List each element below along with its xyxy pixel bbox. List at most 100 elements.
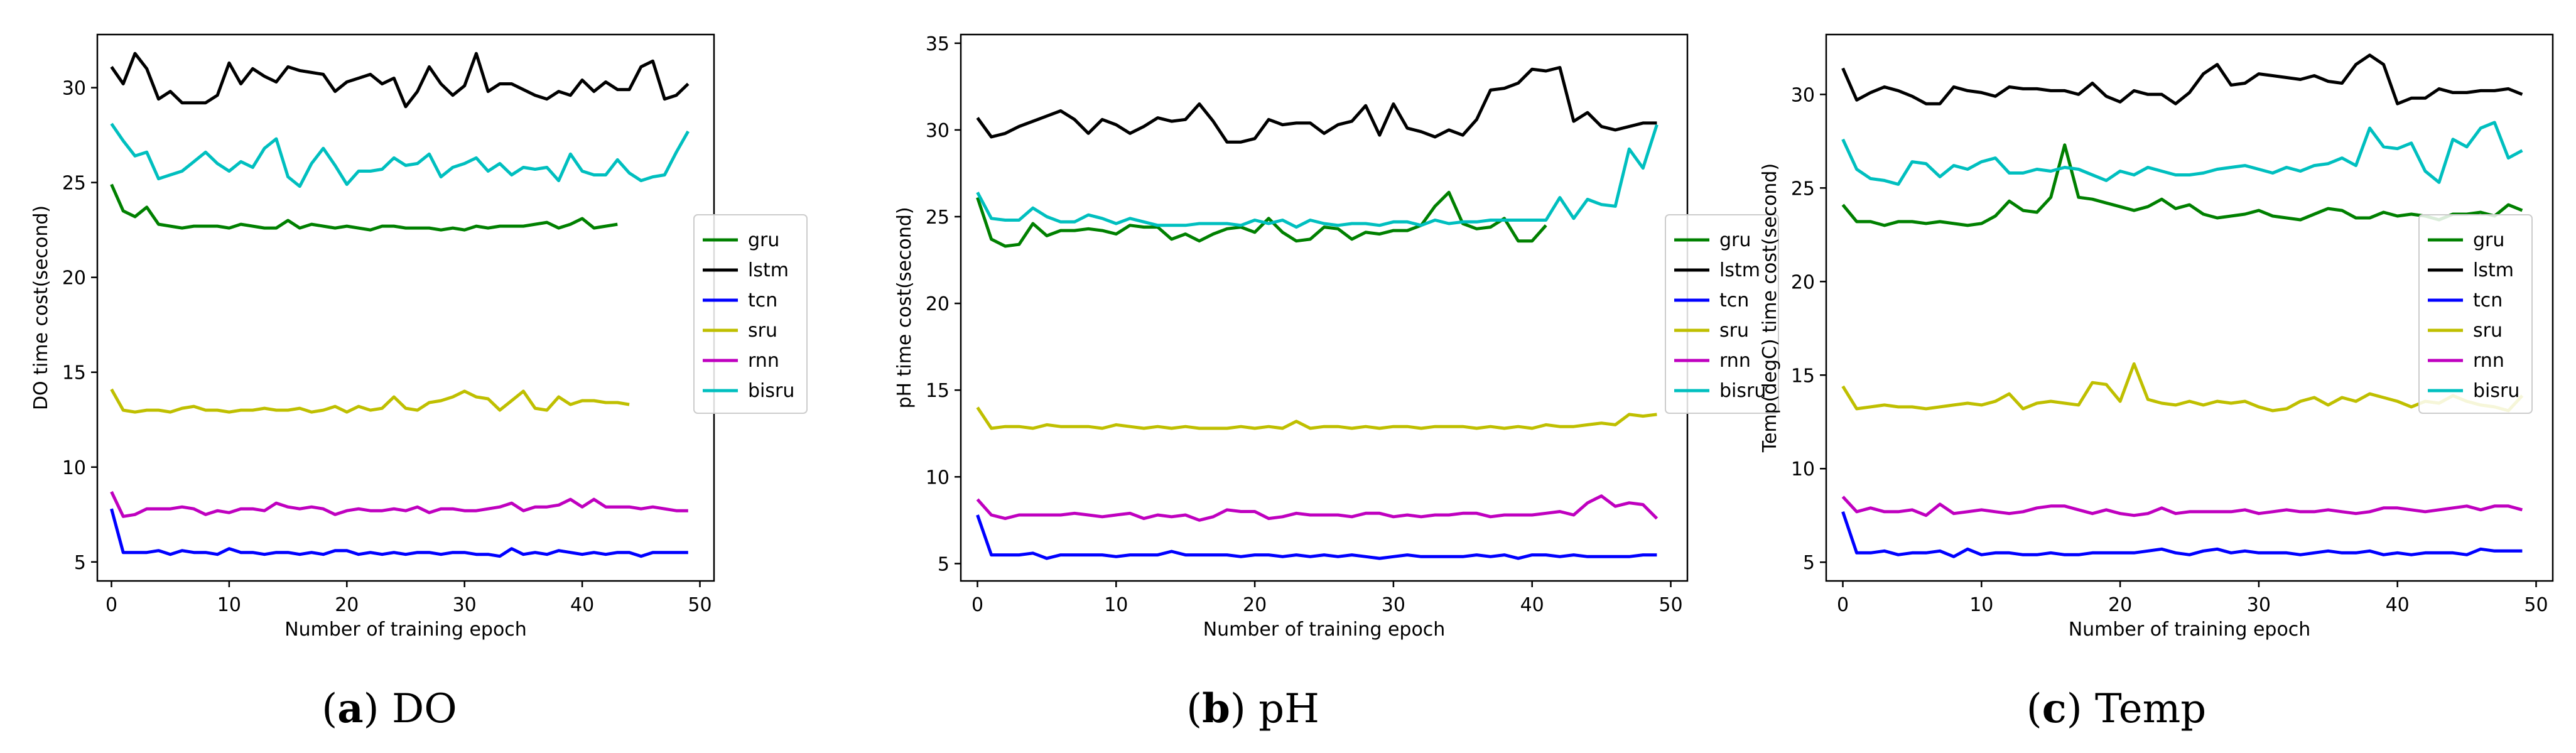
chart-panel-1: 0 10 20 30 40 50 5 10 15 20 25 30 Number of training…	[30, 33, 808, 641]
x-tick-label: 0	[106, 594, 117, 616]
caption-letter: b	[1202, 685, 1230, 732]
legend-label-gru: gru	[2473, 229, 2504, 251]
y-tick-label: 5	[74, 552, 86, 574]
caption-letter: a	[337, 685, 363, 732]
y-tick-label: 20	[926, 293, 950, 315]
series-line-bisru	[1841, 121, 2523, 186]
series-line-lstm	[1841, 53, 2523, 106]
legend-label-bisru: bisru	[1719, 380, 1766, 402]
y-tick-label: 5	[938, 553, 950, 575]
x-axis-label: Number of training epoch	[284, 619, 527, 641]
series-line-gru	[1841, 143, 2523, 227]
y-tick-label: 15	[1791, 365, 1815, 387]
series-line-sru	[1841, 362, 2524, 413]
y-tick-label: 25	[62, 173, 86, 195]
caption-paren-open: (	[322, 686, 337, 732]
chart-panel-2: 0 10 20 30 40 50 5 10 15 20 25 30 35 Number of traini…	[894, 33, 1779, 641]
legend-label-tcn: tcn	[748, 290, 777, 311]
legend-label-gru: gru	[748, 229, 779, 251]
y-tick-label: 10	[926, 467, 950, 489]
series-line-tcn	[976, 514, 1657, 560]
legend-label-bisru: bisru	[748, 380, 794, 402]
legend-label-rnn: rnn	[2473, 350, 2504, 372]
y-tick-label: 30	[1791, 84, 1815, 106]
legend-label-sru: sru	[2473, 320, 2503, 342]
x-tick-label: 20	[1243, 594, 1267, 616]
legend-label-bisru: bisru	[2473, 380, 2519, 402]
series-line-rnn	[976, 494, 1659, 522]
x-tick-label: 50	[2524, 594, 2548, 616]
caption-text: pH	[1246, 686, 1319, 732]
legend: gru lstm tcn sru rnn bisru	[693, 214, 808, 414]
series-line-gru	[976, 190, 1547, 248]
legend-label-rnn: rnn	[748, 350, 779, 372]
x-tick-label: 30	[1382, 594, 1405, 616]
legend-label-tcn: tcn	[1719, 290, 1749, 311]
legend: gru lstm tcn sru rnn bisru	[2418, 214, 2533, 414]
chart-panel-3: 0 10 20 30 40 50 5 10 15 20 25 30 Number of training…	[1759, 33, 2554, 641]
legend-label-lstm: lstm	[1719, 259, 1760, 281]
series-line-lstm	[110, 51, 690, 109]
legend-box	[1665, 214, 1779, 414]
y-tick-label: 30	[926, 120, 950, 142]
caption-paren-open: (	[2027, 686, 2042, 732]
x-axis-label: Number of training epoch	[1203, 619, 1446, 641]
x-tick-label: 0	[1837, 594, 1849, 616]
x-tick-label: 10	[1969, 594, 1993, 616]
x-tick-label: 20	[335, 594, 359, 616]
y-tick-label: 30	[62, 78, 86, 100]
caption-paren-open: (	[1186, 686, 1202, 732]
x-tick-label: 10	[1104, 594, 1128, 616]
y-tick-label: 20	[1791, 271, 1815, 293]
caption-paren-close: )	[364, 686, 379, 732]
series-line-bisru	[976, 124, 1659, 229]
legend-label-sru: sru	[748, 320, 777, 342]
axes-frame	[96, 33, 715, 582]
y-axis-label: Temp(degC) time cost(second)	[1759, 163, 1781, 453]
x-tick-label: 40	[1520, 594, 1544, 616]
x-axis-label: Number of training epoch	[2069, 619, 2311, 641]
series-line-gru	[110, 183, 618, 232]
x-tick-label: 10	[217, 594, 241, 616]
legend-label-gru: gru	[1719, 229, 1751, 251]
caption-text: Temp	[2082, 686, 2207, 732]
legend-label-lstm: lstm	[2473, 259, 2514, 281]
series-line-tcn	[1841, 511, 2523, 558]
caption-text: DO	[379, 686, 457, 732]
legend: gru lstm tcn sru rnn bisru	[1665, 214, 1779, 414]
legend-box	[693, 214, 808, 414]
legend-label-rnn: rnn	[1719, 350, 1751, 372]
series-line-sru	[110, 388, 630, 414]
subfigure-caption: (c) Temp	[2027, 685, 2207, 732]
caption-letter: c	[2042, 685, 2067, 732]
legend-label-tcn: tcn	[2473, 290, 2503, 311]
subfigure-caption: (b) pH	[1186, 685, 1319, 732]
x-tick-label: 50	[1659, 594, 1682, 616]
y-tick-label: 10	[1791, 458, 1815, 480]
legend-box	[2418, 214, 2533, 414]
x-tick-label: 30	[2247, 594, 2271, 616]
y-tick-label: 35	[926, 33, 950, 55]
subfigure-caption: (a) DO	[322, 685, 457, 732]
caption-paren-close: )	[2067, 686, 2082, 732]
y-tick-label: 15	[62, 362, 86, 384]
x-tick-label: 30	[453, 594, 477, 616]
series-line-bisru	[110, 122, 690, 188]
x-tick-label: 20	[2108, 594, 2132, 616]
y-axis-label: DO time cost(second)	[30, 205, 52, 410]
series-line-tcn	[110, 508, 688, 558]
series-line-rnn	[110, 490, 688, 518]
x-tick-label: 0	[971, 594, 983, 616]
series-line-lstm	[976, 66, 1657, 144]
y-axis-label: pH time cost(second)	[894, 207, 916, 408]
x-tick-label: 50	[688, 594, 712, 616]
series-line-rnn	[1841, 496, 2523, 517]
x-tick-label: 40	[570, 594, 594, 616]
y-tick-label: 10	[62, 457, 86, 479]
legend-label-sru: sru	[1719, 320, 1749, 342]
x-tick-label: 40	[2386, 594, 2410, 616]
y-tick-label: 20	[62, 268, 86, 290]
legend-label-lstm: lstm	[748, 259, 789, 281]
